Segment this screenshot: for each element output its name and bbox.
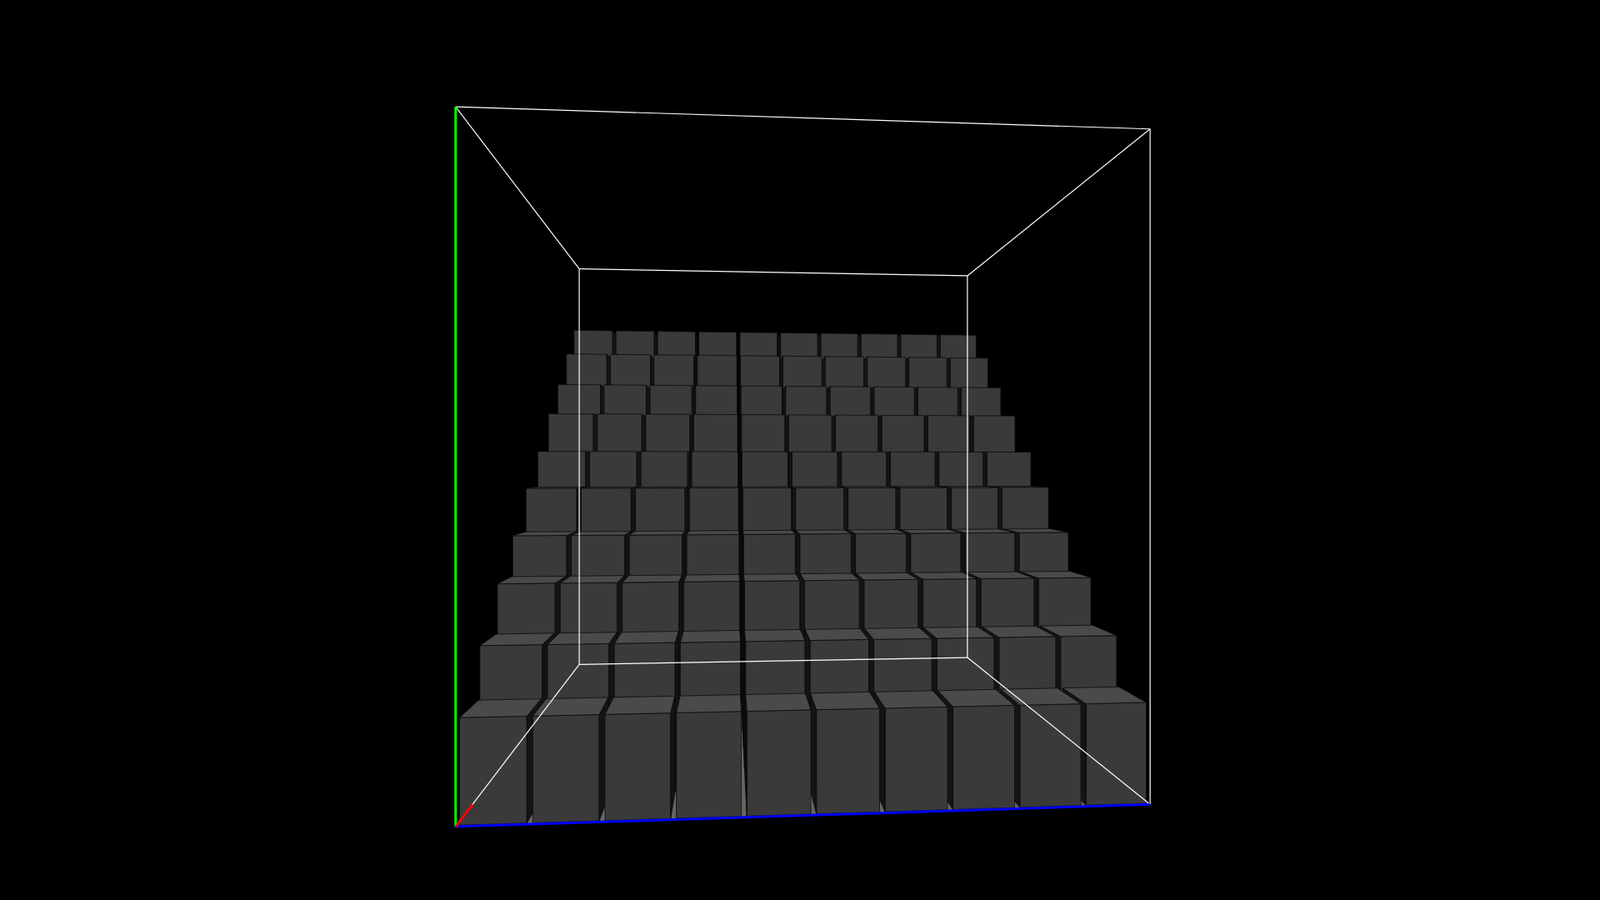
bar (676, 695, 742, 819)
bar-top (1000, 688, 1081, 706)
bars (459, 330, 1146, 825)
bar-top (605, 695, 675, 715)
frame-edge (455, 106, 1150, 130)
frame-edge (578, 269, 580, 665)
bar-side (670, 695, 675, 819)
bar-front (953, 705, 1015, 810)
bar-top (560, 575, 625, 584)
bar-top (742, 530, 795, 535)
bar-top (805, 628, 870, 640)
bar-front (532, 715, 600, 824)
bar-top (680, 630, 740, 644)
bar-top (900, 529, 961, 534)
bar-top (622, 575, 683, 583)
frame-edge (455, 106, 580, 270)
bar (605, 695, 675, 821)
bar-top (792, 486, 845, 488)
bar-top (676, 695, 742, 714)
bar-top (689, 486, 739, 489)
bar-top (952, 529, 1015, 534)
bar-side (745, 695, 747, 817)
bar-top (810, 691, 880, 710)
bar-top (841, 486, 896, 488)
scene (0, 0, 1600, 900)
bar-top (525, 486, 585, 489)
bar-top (742, 486, 792, 488)
bar-top (966, 571, 1035, 579)
bar-top (924, 626, 995, 639)
frame-edge (1150, 129, 1151, 805)
bar-front (885, 706, 948, 812)
frame-edge (455, 804, 1150, 827)
bar-front (605, 713, 671, 821)
bar (938, 689, 1015, 810)
frame-edge (455, 106, 456, 827)
bar-front (746, 710, 811, 817)
bar (745, 693, 811, 816)
bar-top (497, 575, 566, 584)
bar-top (571, 531, 631, 536)
y-axis (454, 106, 457, 827)
bar-front (1020, 704, 1081, 808)
z-axis (455, 804, 473, 827)
bar-top (940, 486, 999, 488)
bar-top (459, 699, 541, 719)
bar-top (938, 689, 1015, 707)
bar-top (629, 530, 685, 535)
frame-edge (966, 275, 968, 658)
bar-top (911, 572, 977, 580)
bar-top (635, 486, 688, 489)
bar-top (745, 693, 811, 712)
bar-top (480, 633, 555, 646)
bar-top (614, 631, 679, 645)
bar-front (1085, 702, 1146, 806)
bar-top (800, 573, 860, 581)
bar-top (875, 690, 949, 709)
bar-top (743, 574, 800, 582)
frame-edge (579, 269, 968, 276)
frame-edge (967, 657, 1150, 805)
bar-side (810, 693, 817, 815)
bar-top (745, 629, 805, 641)
bar-top (532, 697, 609, 716)
bar-front (676, 711, 742, 819)
bar-top (982, 625, 1056, 638)
bar-top (795, 530, 851, 535)
bar-top (547, 632, 617, 645)
bar-top (865, 627, 932, 640)
bar (532, 697, 609, 824)
bar-top (848, 530, 906, 535)
bar-top (684, 574, 740, 582)
bar-top (686, 530, 740, 535)
frame-edge (967, 129, 1150, 276)
bar (875, 690, 949, 812)
x-axis (455, 804, 1150, 827)
frame-edge (455, 664, 580, 827)
bar (810, 691, 880, 814)
bar-top (855, 572, 918, 580)
frame-edge (579, 657, 968, 665)
bar-top (580, 486, 636, 489)
bar-top (890, 486, 947, 488)
bar-top (512, 531, 576, 536)
bar-front (816, 708, 880, 815)
